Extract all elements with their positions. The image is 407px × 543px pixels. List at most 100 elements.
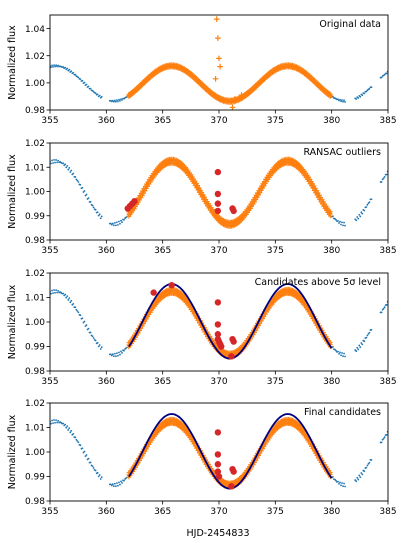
light-curve-point	[89, 461, 92, 464]
light-curve-point	[358, 344, 361, 347]
light-curve-point	[96, 211, 99, 213]
light-curve-point	[383, 436, 386, 439]
light-curve-point	[121, 351, 123, 354]
light-curve-point	[69, 431, 72, 434]
light-curve-point	[94, 469, 97, 472]
outlier-marker	[214, 168, 222, 176]
light-curve-point	[84, 194, 87, 197]
light-curve-point	[64, 423, 67, 426]
light-curve-point	[94, 339, 97, 342]
light-curve-point	[121, 221, 123, 223]
light-curve-point	[114, 222, 116, 224]
light-curve-point	[66, 164, 69, 167]
light-curve-point	[54, 65, 56, 68]
light-curve-point	[380, 311, 383, 314]
y-tick-label: 0.98	[25, 497, 45, 507]
x-tick-label: 360	[98, 507, 115, 517]
light-curve-point	[81, 317, 84, 320]
light-curve-point	[79, 314, 82, 317]
light-curve-point	[70, 70, 73, 73]
light-curve-point	[359, 95, 362, 98]
light-curve-point	[366, 203, 369, 206]
light-curve-point	[343, 221, 345, 224]
x-tick-label: 380	[323, 377, 340, 387]
panel-1: 355 360 365 370 375 380 385 0.98 1.00 1.02 1.04 Nor…	[7, 14, 397, 126]
light-curve-point	[338, 482, 340, 485]
light-curve-point	[358, 213, 361, 216]
light-curve-point	[51, 419, 53, 422]
light-curve-point	[52, 162, 54, 164]
light-curve-point	[361, 94, 364, 97]
candidates-series	[150, 282, 237, 360]
outlier-marker	[214, 190, 222, 198]
light-curve-point	[382, 437, 385, 440]
light-curve-point	[50, 66, 52, 69]
panel-title: Final candidates	[304, 407, 381, 418]
light-curve-point	[116, 482, 118, 485]
x-tick-label: 380	[323, 507, 340, 517]
light-curve-point	[360, 472, 363, 474]
light-curve-point	[116, 352, 118, 355]
x-tick-label: 355	[41, 116, 58, 126]
selected-window-series	[126, 156, 333, 229]
light-curve-point	[365, 90, 368, 93]
light-curve-point	[79, 444, 82, 447]
light-curve-point	[368, 201, 371, 204]
light-curve-point	[121, 481, 123, 484]
light-curve-point	[120, 350, 122, 353]
light-curve-point	[368, 331, 371, 334]
light-curve-point	[111, 483, 114, 486]
x-tick-label: 370	[210, 116, 227, 126]
y-tick-label: 1.02	[25, 52, 45, 62]
y-tick-label: 1.02	[25, 399, 45, 409]
light-curve-point	[98, 213, 101, 216]
x-tick-label: 360	[98, 116, 115, 126]
light-curve-point	[83, 81, 86, 84]
light-curve-point	[98, 94, 101, 97]
light-curve-point	[343, 352, 345, 355]
light-curve-point	[366, 334, 369, 337]
light-curve-point	[92, 467, 95, 469]
y-tick-label: 1.00	[25, 318, 45, 328]
y-tick-label: 0.99	[25, 212, 45, 222]
light-curve-point	[337, 98, 339, 101]
light-curve-point	[84, 455, 87, 458]
light-curve-point	[344, 224, 346, 227]
x-tick-label: 360	[98, 246, 115, 256]
light-curve-point	[337, 480, 339, 483]
light-curve-point	[359, 215, 362, 218]
light-curve-point	[100, 215, 103, 218]
light-curve-point	[355, 480, 358, 483]
light-curve-point	[359, 346, 362, 349]
light-curve-point	[121, 99, 123, 101]
light-curve-point	[72, 71, 75, 74]
light-curve-point	[85, 193, 88, 196]
outlier_points-series	[124, 168, 237, 215]
light-curve-point	[99, 217, 102, 220]
candidate-marker	[150, 289, 157, 296]
light-curve-point	[92, 206, 95, 209]
light-curve-point	[338, 352, 340, 355]
outlier-plus-marker	[217, 63, 223, 70]
light-curve-point	[76, 179, 79, 182]
light-curve-point	[342, 485, 344, 488]
y-tick-label: 1.00	[25, 448, 45, 458]
light-curve-point	[357, 217, 360, 220]
light-curve-point	[83, 450, 86, 453]
light-curve-point	[89, 87, 92, 90]
candidate-marker	[214, 451, 222, 458]
light-curve-point	[97, 214, 100, 217]
light-curve-point	[114, 352, 116, 355]
plot-area	[50, 156, 388, 229]
light-curve-point	[54, 291, 56, 294]
light-curve-point	[118, 220, 120, 223]
panel-title: Original data	[319, 19, 381, 30]
light-curve-point	[67, 299, 70, 301]
light-curve-point	[368, 87, 371, 90]
panel-3: 355 360 365 370 375 380 385 0.98 0.99 1.00 1.01 1.0…	[7, 269, 397, 387]
light-curve-point	[359, 476, 362, 479]
light-curve-point	[56, 291, 58, 294]
light-curve-point	[89, 200, 92, 203]
light-curve-point	[117, 223, 119, 226]
light-curve-point	[54, 421, 56, 424]
